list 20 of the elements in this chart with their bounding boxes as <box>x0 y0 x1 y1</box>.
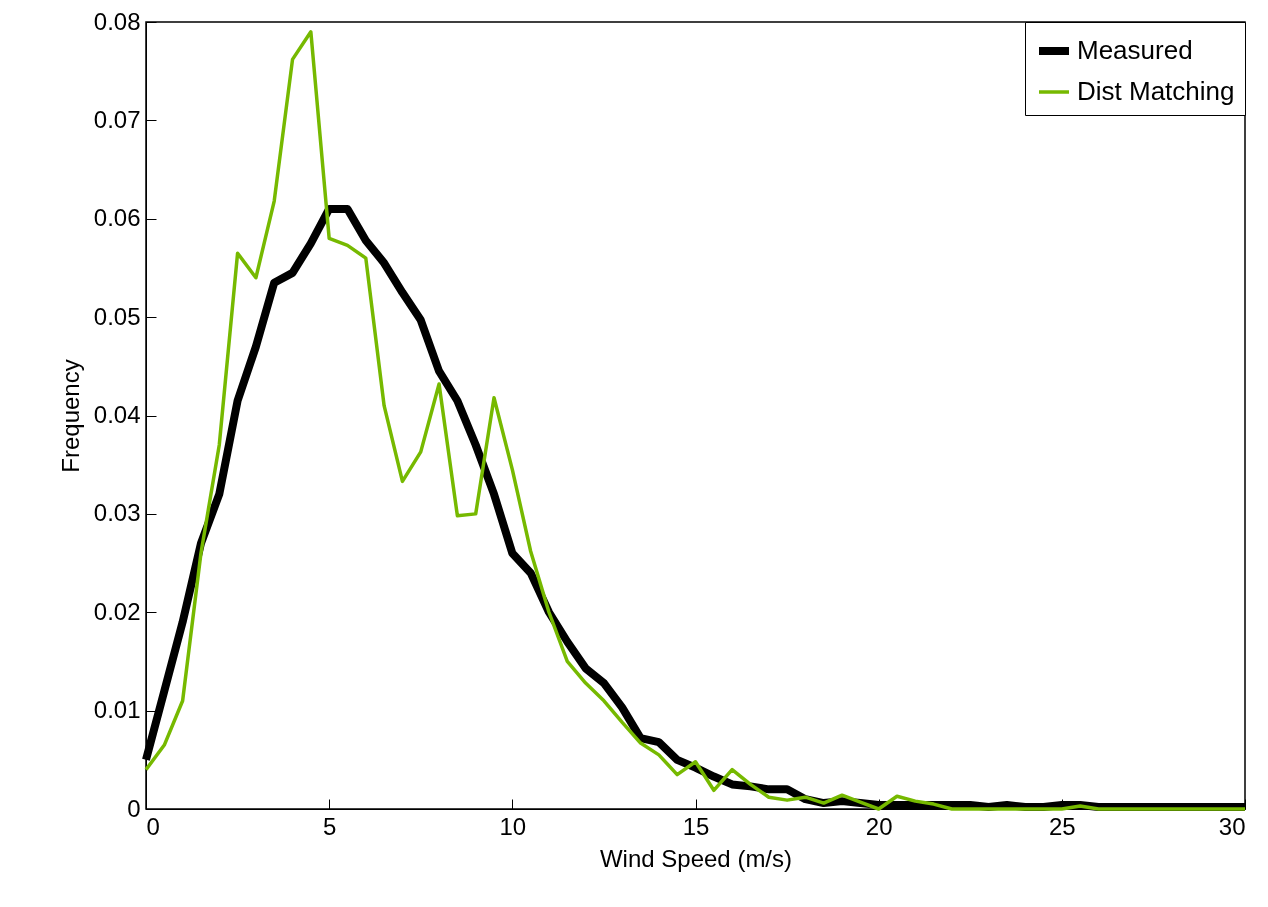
y-tick-label: 0.06 <box>93 204 141 232</box>
x-tick-label: 25 <box>1048 812 1076 840</box>
legend-label: Dist Matching <box>1077 76 1235 106</box>
y-tick-label: 0.01 <box>93 696 141 724</box>
y-tick-label: 0.07 <box>93 105 141 133</box>
y-tick-label: 0.08 <box>93 7 141 35</box>
x-tick-label: 5 <box>322 812 337 840</box>
x-tick-label: 10 <box>499 812 527 840</box>
y-tick-label: 0.04 <box>93 401 141 428</box>
x-tick-label: 15 <box>682 812 710 840</box>
x-tick-label: 0 <box>146 812 160 840</box>
y-tick-label: 0.02 <box>93 597 141 625</box>
x-axis-title: Wind Speed (m/s) <box>599 844 793 872</box>
y-tick-label: 0.05 <box>93 302 141 330</box>
legend-label: Measured <box>1077 35 1193 65</box>
y-tick-label: 0.03 <box>93 499 141 527</box>
y-axis-title: Frequency <box>56 359 84 473</box>
x-tick-label: 20 <box>865 812 893 840</box>
x-tick-label: 30 <box>1218 812 1246 840</box>
y-tick-label: 0 <box>127 794 141 822</box>
